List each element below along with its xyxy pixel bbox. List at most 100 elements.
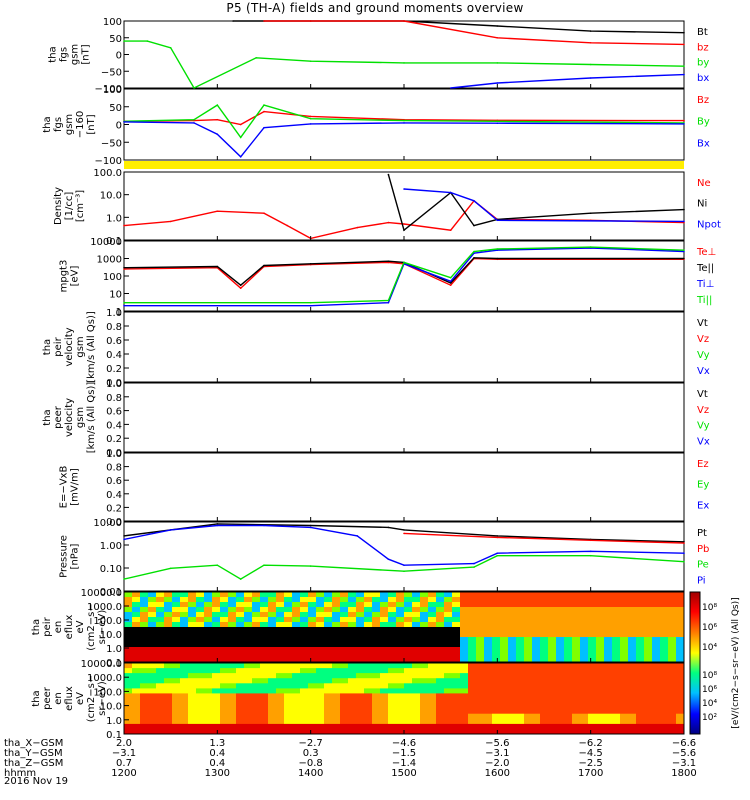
spectrogram-cell xyxy=(220,652,229,658)
spectrogram-cell xyxy=(420,657,429,663)
spectrogram-cell xyxy=(308,668,317,674)
spectrogram-cell xyxy=(596,597,605,603)
spectrogram-cell xyxy=(468,622,477,628)
spectrogram-cell xyxy=(572,597,581,603)
spectrogram-cell xyxy=(476,688,485,694)
spectrogram-cell xyxy=(636,728,645,735)
spectrogram-cell xyxy=(404,652,413,658)
spectrogram-cell xyxy=(428,678,437,684)
spectrogram-cell xyxy=(444,683,453,689)
spectrogram-cell xyxy=(388,673,397,679)
legend-Vy: Vy xyxy=(697,421,710,432)
spectrogram-cell xyxy=(132,632,141,638)
spectrogram-cell xyxy=(276,693,285,699)
spectrogram-cell xyxy=(676,728,685,735)
spectrogram-cell xyxy=(516,607,525,613)
spectrogram-cell xyxy=(540,713,549,720)
spectrogram-cell xyxy=(148,647,157,653)
spectrogram-cell xyxy=(268,597,277,603)
x-axis-value: −5.6 xyxy=(672,748,696,759)
spectrogram-cell xyxy=(564,637,573,643)
spectrogram-cell xyxy=(564,683,573,689)
spectrogram-cell xyxy=(412,683,421,689)
panel-frame-fgs_dsl xyxy=(123,88,685,161)
spectrogram-cell xyxy=(620,627,629,633)
spectrogram-cell xyxy=(636,607,645,613)
spectrogram-cell xyxy=(428,597,437,603)
spectrogram-cell xyxy=(300,612,309,618)
spectrogram-cell xyxy=(532,693,541,699)
spectrogram-cell xyxy=(588,673,597,679)
spectrogram-cell xyxy=(220,678,229,684)
spectrogram-cell xyxy=(396,612,405,618)
spectrogram-cell xyxy=(180,657,189,663)
spectrogram-cell xyxy=(180,673,189,679)
spectrogram-cell xyxy=(348,673,357,679)
spectrogram-cell xyxy=(564,688,573,694)
spectrogram-cell xyxy=(404,602,413,608)
spectrogram-cell xyxy=(388,612,397,618)
spectrogram-cell xyxy=(268,592,277,598)
legend-Te⊥: Te⊥ xyxy=(696,247,716,258)
spectrogram-cell xyxy=(668,597,677,603)
spectrogram-cell xyxy=(228,693,237,699)
spectrogram-cell xyxy=(172,693,181,699)
spectrogram-cell xyxy=(372,597,381,603)
spectrogram-cell xyxy=(604,652,613,658)
spectrogram-cell xyxy=(444,718,453,725)
spectrogram-cell xyxy=(164,663,173,669)
spectrogram-cell xyxy=(372,703,381,710)
spectrogram-cell xyxy=(444,663,453,669)
spectrogram-cell xyxy=(668,678,677,684)
spectrogram-cell xyxy=(468,632,477,638)
spectrogram-cell xyxy=(212,693,221,699)
point-Npot xyxy=(683,220,685,223)
spectrogram-cell xyxy=(460,622,469,628)
point-Pi xyxy=(356,535,359,537)
point-Bt xyxy=(232,20,234,22)
spectrogram-cell xyxy=(236,612,245,618)
spectrogram-cell xyxy=(500,632,509,638)
spectrogram-cell xyxy=(492,663,501,669)
y-axis-label: (cm2−s− xyxy=(86,675,97,722)
spectrogram-cell xyxy=(660,723,669,730)
spectrogram-cell xyxy=(428,642,437,648)
spectrogram-cell xyxy=(340,703,349,710)
point-Ne xyxy=(123,224,125,227)
spectrogram-cell xyxy=(580,612,589,618)
spectrogram-cell xyxy=(196,627,205,633)
spectrogram-cell xyxy=(428,693,437,699)
series-Ti|| xyxy=(124,246,685,304)
spectrogram-cell xyxy=(444,602,453,608)
spectrogram-cell xyxy=(676,642,685,648)
spectrogram-cell xyxy=(380,592,389,598)
spectrogram-cell xyxy=(148,607,157,613)
spectrogram-cell xyxy=(500,703,509,710)
spectrogram-cell xyxy=(372,637,381,643)
spectrogram-cell xyxy=(396,708,405,715)
spectrogram-cell xyxy=(620,647,629,653)
spectrogram-cell xyxy=(212,708,221,715)
spectrogram-cell xyxy=(268,728,277,735)
spectrogram-cell xyxy=(500,683,509,689)
spectrogram-cell xyxy=(188,673,197,679)
y-axis-label: eV xyxy=(75,692,86,705)
y-tick-label: 100 xyxy=(103,272,122,283)
spectrogram-cell xyxy=(460,718,469,725)
spectrogram-cell xyxy=(148,718,157,725)
y-tick-label: 100.0 xyxy=(93,168,122,179)
spectrogram-cell xyxy=(364,592,373,598)
spectrogram-cell xyxy=(548,708,557,715)
spectrogram-cell xyxy=(412,612,421,618)
spectrogram-cell xyxy=(620,642,629,648)
point-Ne xyxy=(216,210,219,212)
spectrogram-cell xyxy=(628,602,637,608)
spectrogram-cell xyxy=(340,592,349,598)
spectrogram-cell xyxy=(244,693,253,699)
spectrogram-cell xyxy=(492,688,501,694)
spectrogram-cell xyxy=(476,622,485,628)
series-Pi xyxy=(123,524,685,566)
spectrogram-cell xyxy=(172,627,181,633)
spectrogram-cell xyxy=(628,673,637,679)
spectrogram-cell xyxy=(500,617,509,623)
